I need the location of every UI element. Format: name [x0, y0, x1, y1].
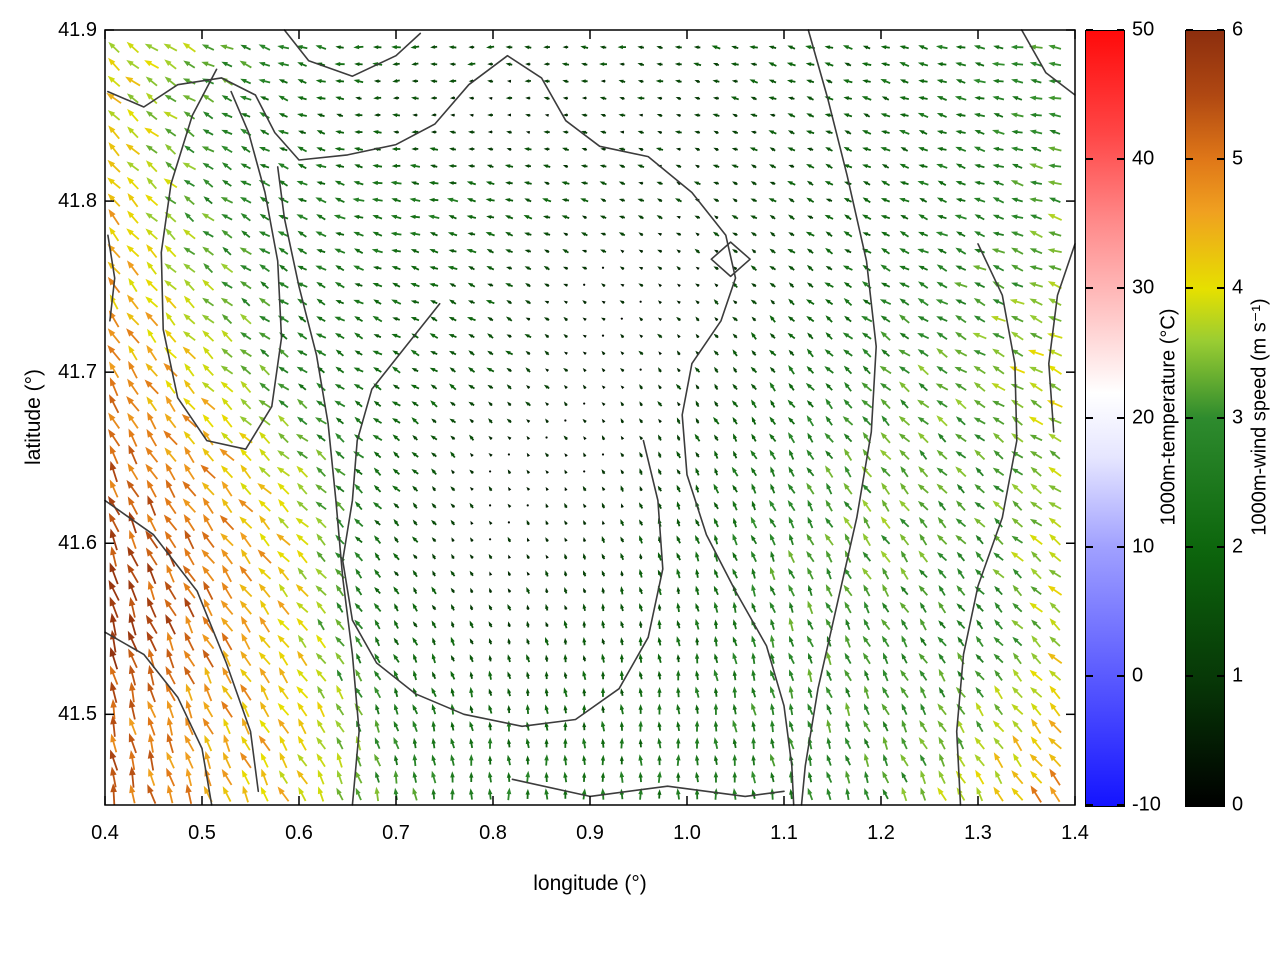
colorbar-tickmark [1217, 158, 1224, 161]
colorbar-tickmark [1186, 674, 1193, 677]
colorbar-tickmark [1086, 674, 1093, 677]
y-tick-label: 41.8 [58, 190, 97, 213]
colorbar-tickmark [1117, 29, 1124, 31]
colorbar-tick-label: 3 [1232, 406, 1244, 428]
colorbar-tickmark [1217, 674, 1224, 677]
x-tick-label: 0.9 [576, 822, 604, 844]
colorbar-tick-label: 30 [1132, 276, 1155, 299]
colorbar-tick-label: 20 [1132, 406, 1155, 428]
colorbar-tickmark [1186, 545, 1193, 548]
colorbar-tickmark [1117, 804, 1124, 806]
x-tick-label: 1.2 [867, 822, 895, 844]
colorbar-tickmark [1217, 287, 1224, 290]
y-tick-label: 41.6 [58, 532, 97, 555]
y-tick-label: 41.5 [58, 703, 97, 726]
colorbar-tickmark [1186, 158, 1193, 161]
colorbar-tick-label: 5 [1232, 147, 1244, 170]
y-axis-label: latitude (°) [22, 369, 45, 465]
colorbar-tickmark [1217, 416, 1224, 419]
y-tick-label: 41.7 [58, 361, 97, 384]
colorbar-tick-label: 2 [1232, 535, 1244, 558]
colorbar-tick-label: 4 [1232, 276, 1244, 299]
temperature-colorbar [1085, 30, 1125, 807]
x-axis-label: longitude (°) [533, 872, 647, 895]
colorbar-tickmark [1186, 804, 1193, 806]
x-tick-label: 0.8 [479, 822, 507, 844]
colorbar-tickmark [1117, 416, 1124, 419]
colorbar-tick-label: 0 [1132, 664, 1144, 687]
x-tick-label: 0.5 [188, 822, 216, 844]
colorbar-tick-label: 40 [1132, 147, 1155, 170]
colorbar-tick-label: 0 [1232, 793, 1244, 816]
x-tick-label: 1.0 [673, 822, 701, 844]
temperature-colorbar-label: 1000m-temperature (°C) [1157, 308, 1180, 526]
wind-speed-colorbar [1185, 30, 1225, 807]
plot-frame [104, 29, 1076, 806]
colorbar-tickmark [1086, 158, 1093, 161]
colorbar-tickmark [1186, 29, 1193, 31]
colorbar-tickmark [1117, 158, 1124, 161]
colorbar-tick-label: -10 [1132, 793, 1161, 816]
x-tick-label: 1.4 [1061, 822, 1089, 844]
colorbar-tickmark [1217, 804, 1224, 806]
colorbar-tickmark [1086, 287, 1093, 290]
y-tick-label: 41.9 [58, 19, 97, 41]
wind-speed-colorbar-label: 1000m-wind speed (m s⁻¹) [1248, 298, 1271, 536]
colorbar-tick-label: 10 [1132, 535, 1155, 558]
x-tick-label: 1.3 [964, 822, 992, 844]
colorbar-tickmark [1186, 287, 1193, 290]
colorbar-tickmark [1217, 545, 1224, 548]
wind-vector-field [106, 41, 1063, 805]
colorbar-tickmark [1086, 416, 1093, 419]
colorbar-tickmark [1117, 287, 1124, 290]
temperature-contours [104, 29, 1076, 806]
colorbar-tick-label: 6 [1232, 18, 1244, 41]
x-tick-label: 0.7 [382, 822, 410, 844]
colorbar-tickmark [1086, 29, 1093, 31]
colorbar-tickmark [1117, 674, 1124, 677]
colorbar-tickmark [1086, 804, 1093, 806]
colorbar-tickmark [1186, 416, 1193, 419]
colorbar-tick-label: 50 [1132, 18, 1155, 41]
colorbar-tick-label: 1 [1232, 664, 1244, 687]
x-tick-label: 0.6 [285, 822, 313, 844]
colorbar-tickmark [1117, 545, 1124, 548]
colorbar-tickmark [1217, 29, 1224, 31]
colorbar-tickmark [1086, 545, 1093, 548]
x-tick-label: 0.4 [91, 822, 119, 844]
x-tick-label: 1.1 [770, 822, 798, 844]
